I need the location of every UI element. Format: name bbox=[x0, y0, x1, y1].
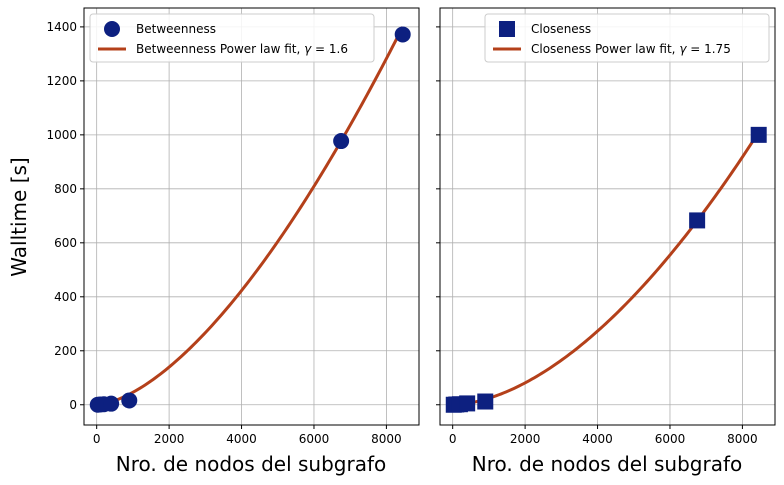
x-tick-label: 0 bbox=[93, 432, 101, 446]
x-tick-label: 4000 bbox=[226, 432, 257, 446]
data-point bbox=[333, 133, 350, 150]
legend: Betweenness Betweenness Power law fit, γ … bbox=[89, 13, 375, 63]
y-tick-label: 1200 bbox=[46, 74, 77, 88]
y-tick-label: 0 bbox=[69, 398, 77, 412]
data-point bbox=[477, 393, 494, 410]
x-axis-label-left: Nro. de nodos del subgrafo bbox=[116, 452, 386, 476]
legend-label: Betweenness Power law fit, γ = 1.6 bbox=[136, 42, 348, 56]
legend: Closeness Closeness Power law fit, γ = 1.… bbox=[484, 13, 770, 63]
y-tick-label: 1000 bbox=[46, 128, 77, 142]
data-point bbox=[689, 212, 706, 229]
legend-label: Closeness Power law fit, γ = 1.75 bbox=[531, 42, 731, 56]
legend-marker-circle bbox=[104, 21, 120, 37]
y-axis-label: Walltime [s] bbox=[7, 157, 31, 276]
legend-box bbox=[484, 13, 770, 63]
y-tick-label: 600 bbox=[54, 236, 77, 250]
y-tick-label: 800 bbox=[54, 182, 77, 196]
x-tick-label: 6000 bbox=[299, 432, 330, 446]
x-axis-label-right: Nro. de nodos del subgrafo bbox=[472, 452, 742, 476]
x-tick-label: 2000 bbox=[510, 432, 541, 446]
data-point bbox=[103, 395, 120, 412]
data-point bbox=[121, 392, 138, 409]
power-law-fit-line bbox=[96, 26, 405, 407]
y-tick-label: 200 bbox=[54, 344, 77, 358]
plot-frame bbox=[83, 7, 420, 426]
data-point bbox=[394, 26, 411, 43]
x-tick-label: 2000 bbox=[154, 432, 185, 446]
x-tick-label: 8000 bbox=[727, 432, 758, 446]
legend-box bbox=[89, 13, 375, 63]
legend-label: Betweenness bbox=[136, 22, 216, 36]
right-panel-closeness: 0 2000 4000 6000 8000 Closeness Closeness Powe… bbox=[436, 7, 776, 446]
data-point bbox=[750, 126, 767, 143]
x-tick-label: 4000 bbox=[582, 432, 613, 446]
x-tick-label: 8000 bbox=[371, 432, 402, 446]
y-tick-label: 1400 bbox=[46, 20, 77, 34]
power-law-fit-line bbox=[452, 131, 760, 407]
x-tick-label: 0 bbox=[449, 432, 457, 446]
y-tick-label: 400 bbox=[54, 290, 77, 304]
x-tick-label: 6000 bbox=[655, 432, 686, 446]
data-point bbox=[459, 395, 476, 412]
legend-marker-square bbox=[499, 21, 515, 37]
plot-frame bbox=[439, 7, 776, 426]
left-panel-betweenness: 0 2000 4000 6000 8000 0 200 400 600 800 1000 1200 14… bbox=[46, 7, 420, 446]
legend-label: Closeness bbox=[531, 22, 591, 36]
